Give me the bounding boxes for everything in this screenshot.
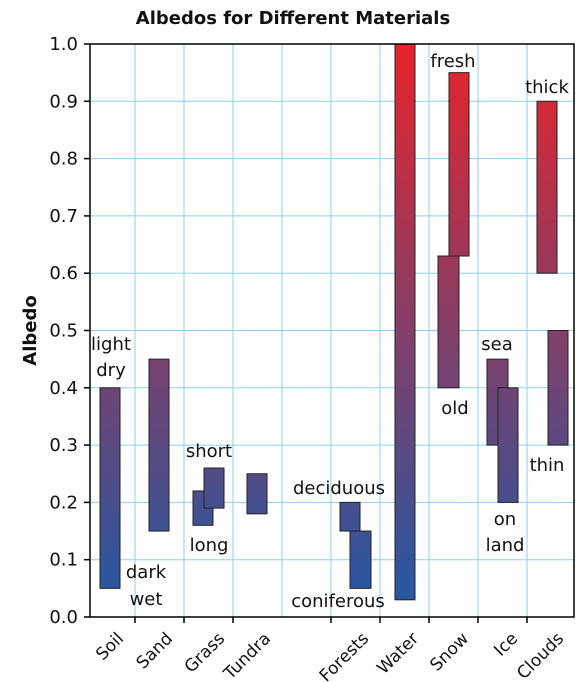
range-bars [99,43,569,601]
range-bar-soil [99,387,121,589]
annotation-old: old [441,398,468,419]
annotation-long: long [190,535,229,556]
x-tick-label-tundra: Tundra [219,629,275,682]
range-bar-water [394,43,416,601]
x-tick-label-clouds: Clouds [513,629,568,682]
annotation-sea: sea [481,334,512,355]
chart-title: Albedos for Different Materials [135,8,451,29]
annotation-fresh: fresh [430,51,475,72]
annotation-light: light [91,334,131,355]
annotation-wet: wet [130,589,163,610]
axes [84,43,575,623]
range-bar-clouds [547,330,569,446]
x-tick-label-forests: Forests [316,629,373,682]
y-tick-label: 0.5 [49,321,78,342]
x-tick-label-ice: Ice [490,629,522,661]
annotation-thick: thick [525,77,569,98]
range-bar-grass [203,467,225,509]
annotation-thin: thin [530,455,565,476]
y-tick-label: 0.6 [49,263,78,284]
y-tick-label: 1.0 [49,34,78,55]
annotation-dry: dry [96,360,126,381]
y-tick-label: 0.1 [49,550,78,571]
x-tick-label-soil: Soil [92,629,128,665]
annotation-coniferous: coniferous [291,591,385,612]
range-bar-forests [339,501,361,532]
y-tick-label: 0.3 [49,435,78,456]
x-tick-label-snow: Snow [426,629,473,676]
range-bar-sand [148,358,170,532]
annotation-dark: dark [126,562,167,583]
annotations: light dry dark wet short long deciduous conifer… [91,51,569,612]
range-bar-ice [497,387,519,503]
range-bar-snow [437,255,460,389]
range-bar-snow [448,72,470,257]
y-tick-label: 0.7 [49,206,78,227]
range-bar-tundra [246,473,268,515]
y-axis-label: Albedo [20,295,41,365]
annotation-deciduous: deciduous [293,478,385,499]
y-tick-label: 0.0 [49,607,78,628]
x-tick-label-water: Water [373,629,423,679]
annotation-short: short [186,441,232,462]
x-tick-label-sand: Sand [133,629,177,673]
annotation-land: land [486,535,525,556]
y-tick-label: 0.2 [49,492,78,513]
annotation-on: on [494,509,516,530]
y-tick-label: 0.8 [49,149,78,170]
range-bar-clouds [536,100,558,274]
y-tick-label: 0.4 [49,378,78,399]
range-bar-forests [349,530,372,589]
y-tick-label: 0.9 [49,91,78,112]
